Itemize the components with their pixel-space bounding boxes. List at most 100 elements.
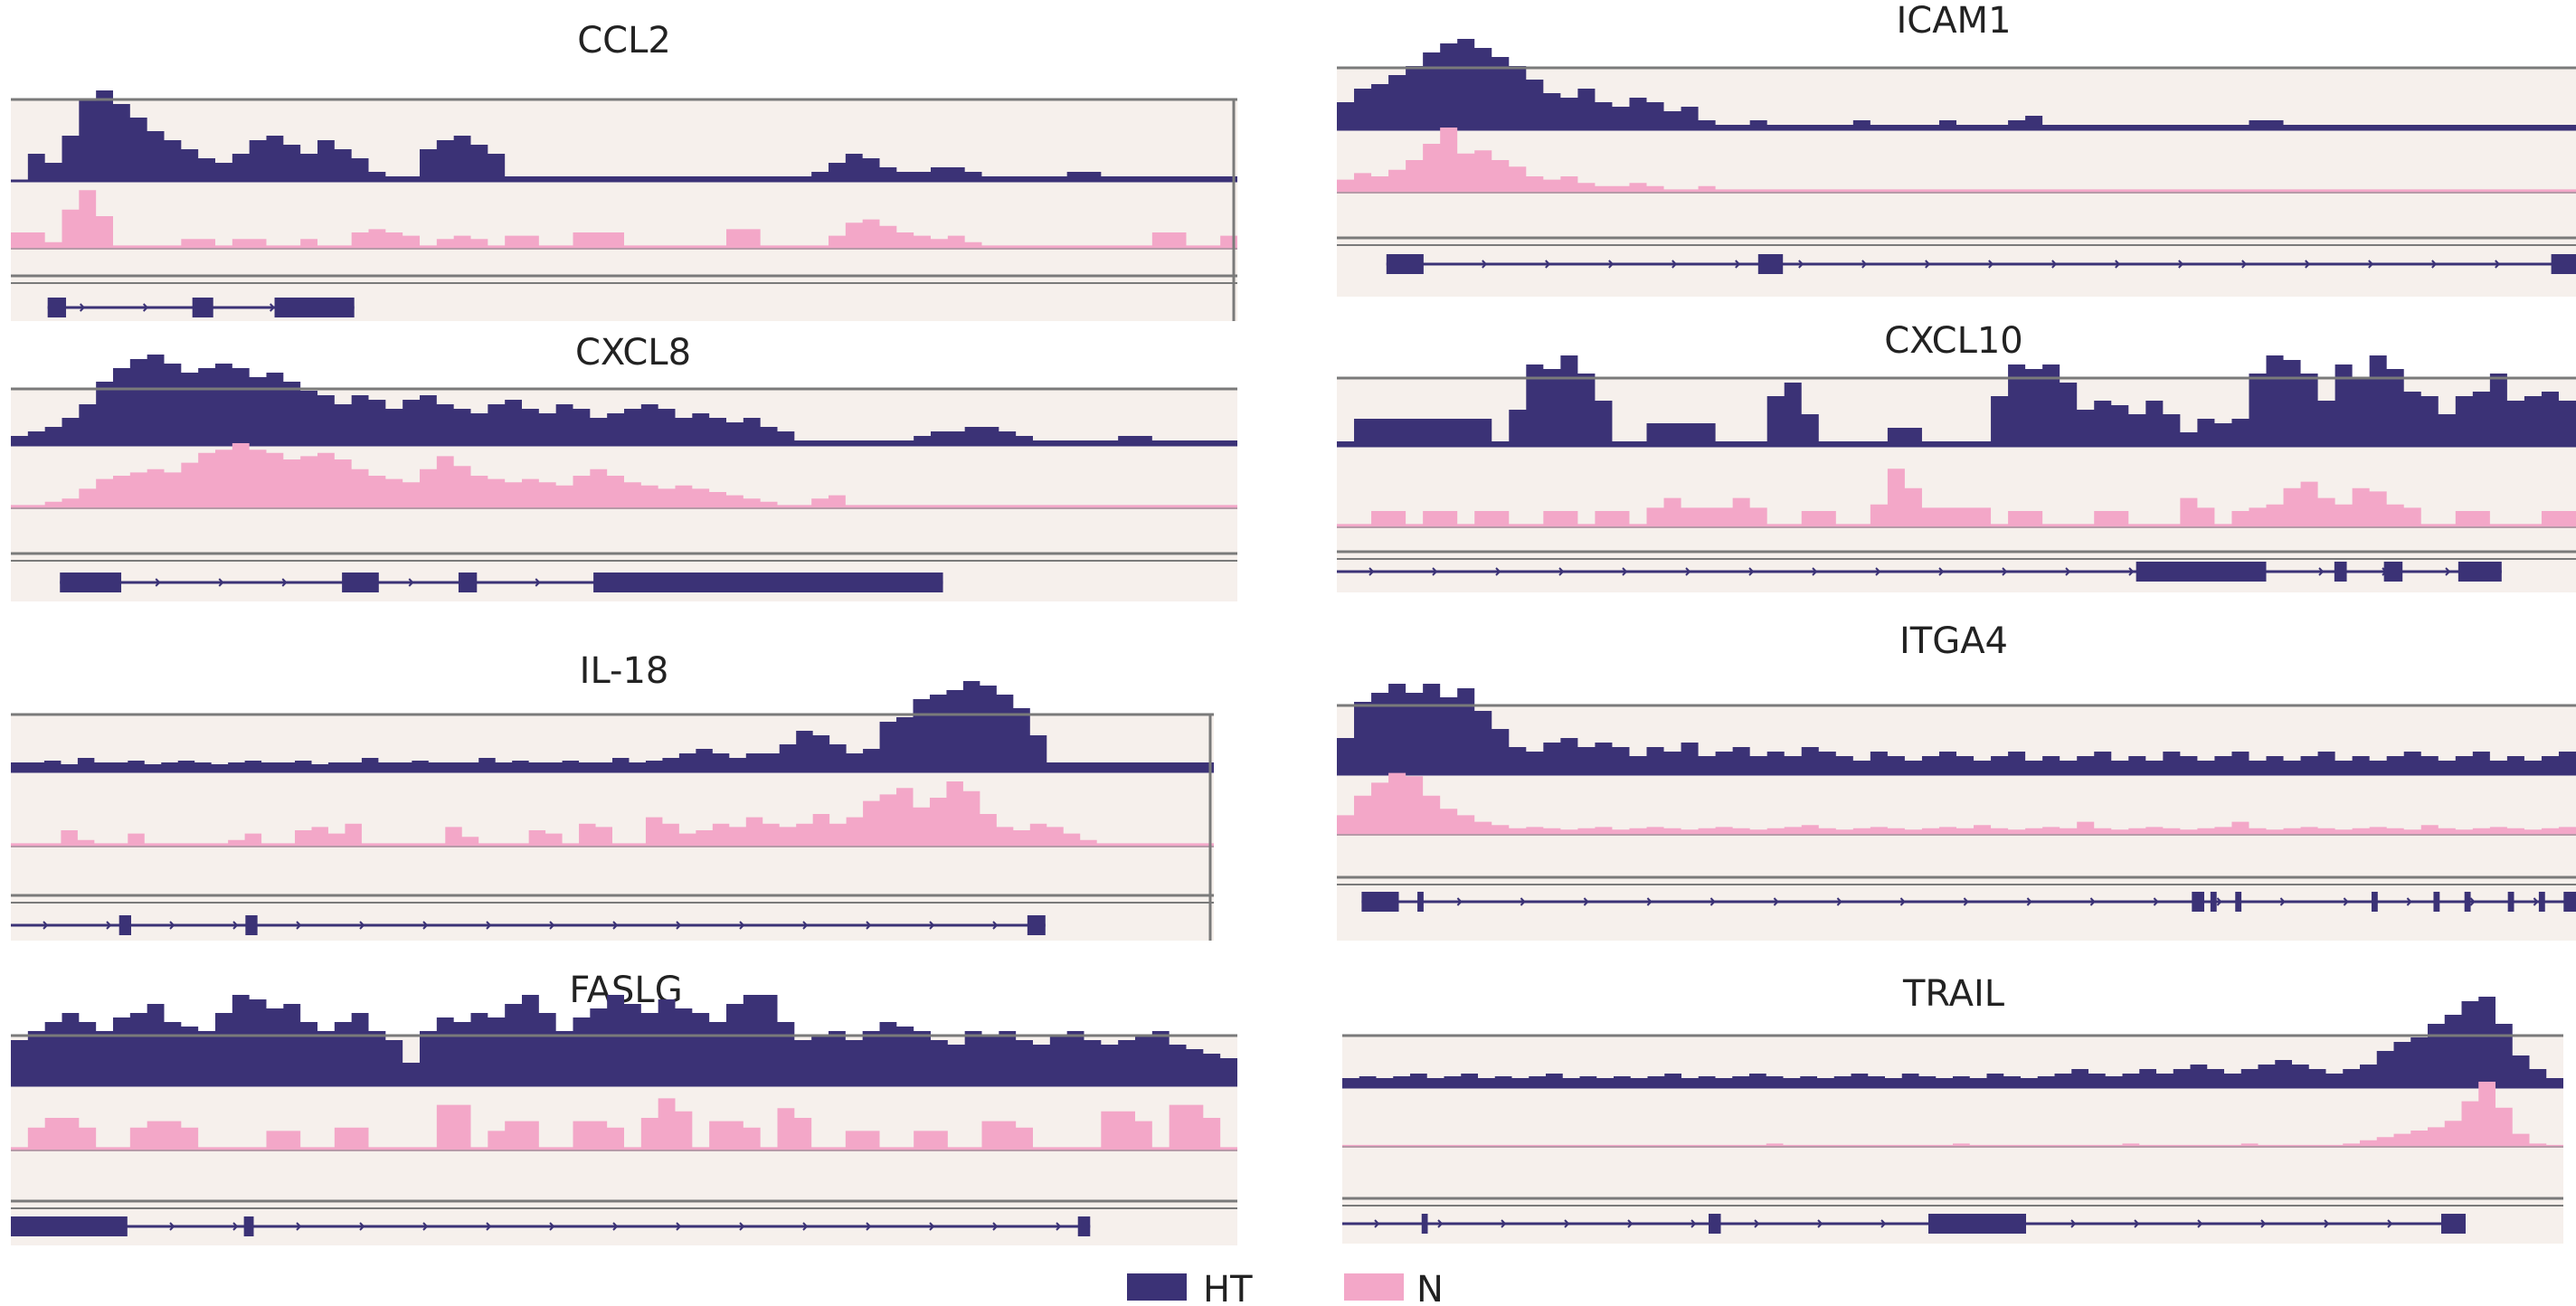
n-track-il18 <box>11 781 1214 847</box>
intron-arrow-icam1 <box>2115 260 2121 269</box>
intron-arrow-icam1 <box>2241 260 2248 269</box>
intron-arrow-icam1 <box>2305 260 2311 269</box>
intron-arrow-faslg <box>929 1222 935 1231</box>
gene-title-il18: IL-18 <box>580 650 669 692</box>
exon-cxcl10-1 <box>2334 562 2347 582</box>
intron-arrow-trail <box>1627 1219 1634 1228</box>
intron-arrow-trail <box>1817 1219 1823 1228</box>
intron-arrow-ccl2 <box>79 303 86 312</box>
exon-cxcl10-3 <box>2458 562 2502 582</box>
intron-arrow-faslg <box>802 1222 809 1231</box>
intron-arrow-trail <box>1690 1219 1697 1228</box>
gene-title-icam1: ICAM1 <box>1896 0 2011 42</box>
intron-arrow-icam1 <box>1861 260 1868 269</box>
panel-cxcl10: CXCL10 <box>1337 320 2576 592</box>
exon-ccl2-1 <box>192 298 213 317</box>
panel-ccl2: CCL2 <box>11 20 1237 321</box>
intron-arrow-cxcl10 <box>2065 567 2071 576</box>
intron-arrow-ccl2 <box>142 303 149 312</box>
intron-arrow-il18 <box>43 921 49 930</box>
intron-arrow-trail <box>1754 1219 1760 1228</box>
intron-arrow-ccl2 <box>269 303 276 312</box>
intron-arrow-cxcl8 <box>281 578 288 587</box>
intron-arrow-itga4 <box>1709 897 1716 906</box>
intron-arrow-itga4 <box>1899 897 1906 906</box>
intron-arrow-itga4 <box>2026 897 2032 906</box>
intron-arrow-cxcl10 <box>1558 567 1565 576</box>
intron-arrow-cxcl10 <box>1748 567 1755 576</box>
intron-arrow-il18 <box>296 921 302 930</box>
panel-trail: TRAIL <box>1342 973 2563 1244</box>
exon-itga4-9 <box>2538 892 2545 912</box>
intron-arrow-cxcl10 <box>1432 567 1438 576</box>
intron-arrow-icam1 <box>2051 260 2058 269</box>
legend-swatch-n <box>1344 1273 1404 1301</box>
intron-arrow-itga4 <box>1773 897 1779 906</box>
legend-label-n: N <box>1416 1269 1444 1306</box>
intron-arrow-trail <box>1880 1219 1887 1228</box>
exon-faslg-0 <box>11 1216 128 1236</box>
intron-arrow-icam1 <box>1545 260 1551 269</box>
exon-ccl2-2 <box>274 298 355 317</box>
intron-arrow-itga4 <box>2406 897 2412 906</box>
panel-background-itga4 <box>1337 705 2576 941</box>
intron-arrow-trail <box>2197 1219 2203 1228</box>
exon-cxcl8-2 <box>458 573 478 592</box>
panel-cxcl8: CXCL8 <box>11 332 1237 601</box>
intron-arrow-icam1 <box>1735 260 1741 269</box>
exon-faslg-1 <box>243 1216 254 1236</box>
exon-itga4-10 <box>2563 892 2576 912</box>
exon-itga4-6 <box>2433 892 2440 912</box>
intron-arrow-itga4 <box>1646 897 1653 906</box>
legend-swatch-ht <box>1127 1273 1187 1301</box>
intron-arrow-il18 <box>992 921 999 930</box>
intron-arrow-icam1 <box>1925 260 1931 269</box>
exon-il18-2 <box>1027 915 1046 935</box>
intron-arrow-trail <box>2324 1219 2330 1228</box>
legend-label-ht: HT <box>1203 1269 1253 1306</box>
panel-icam1: ICAM1 <box>1337 0 2576 297</box>
intron-arrow-faslg <box>549 1222 555 1231</box>
intron-arrow-il18 <box>802 921 809 930</box>
n-track-trail <box>1342 1082 2563 1147</box>
gene-panels: CCL2 ICAM1 CXCL8 CXCL10 IL-18 ITGA4 FASLG TRAIL <box>11 0 2576 1245</box>
ht-track-itga4 <box>1337 684 2576 774</box>
ht-track-cxcl8 <box>11 355 1237 445</box>
intron-arrow-cxcl8 <box>218 578 224 587</box>
panel-itga4: ITGA4 <box>1337 620 2576 941</box>
intron-arrow-cxcl10 <box>2445 567 2451 576</box>
intron-arrow-icam1 <box>2368 260 2374 269</box>
intron-arrow-il18 <box>486 921 492 930</box>
intron-arrow-faslg <box>296 1222 302 1231</box>
intron-arrow-il18 <box>866 921 872 930</box>
exon-icam1-0 <box>1386 254 1424 274</box>
intron-arrow-icam1 <box>1672 260 1678 269</box>
intron-arrow-trail <box>2070 1219 2077 1228</box>
ht-track-faslg <box>11 995 1237 1085</box>
intron-arrow-itga4 <box>2469 897 2476 906</box>
intron-arrow-itga4 <box>2153 897 2159 906</box>
intron-arrow-icam1 <box>1988 260 1994 269</box>
intron-arrow-faslg <box>232 1222 239 1231</box>
exon-ccl2-0 <box>47 298 67 317</box>
intron-arrow-il18 <box>169 921 175 930</box>
intron-arrow-trail <box>2260 1219 2267 1228</box>
ht-track-ccl2 <box>11 90 1237 181</box>
exon-icam1-1 <box>1757 254 1784 274</box>
exon-cxcl8-3 <box>593 573 943 592</box>
n-track-ccl2 <box>11 190 1237 249</box>
n-track-cxcl10 <box>1337 468 2576 527</box>
intron-arrow-itga4 <box>1520 897 1526 906</box>
intron-arrow-cxcl8 <box>408 578 414 587</box>
intron-arrow-cxcl10 <box>2128 567 2135 576</box>
exon-itga4-2 <box>2192 892 2204 912</box>
intron-arrow-faslg <box>422 1222 429 1231</box>
exon-itga4-8 <box>2507 892 2514 912</box>
intron-arrow-trail <box>1501 1219 1507 1228</box>
intron-arrow-itga4 <box>2089 897 2096 906</box>
exon-itga4-1 <box>1417 892 1424 912</box>
gene-title-cxcl10: CXCL10 <box>1884 320 2023 362</box>
exon-cxcl8-1 <box>342 573 379 592</box>
intron-arrow-itga4 <box>2279 897 2286 906</box>
exon-il18-1 <box>245 915 258 935</box>
